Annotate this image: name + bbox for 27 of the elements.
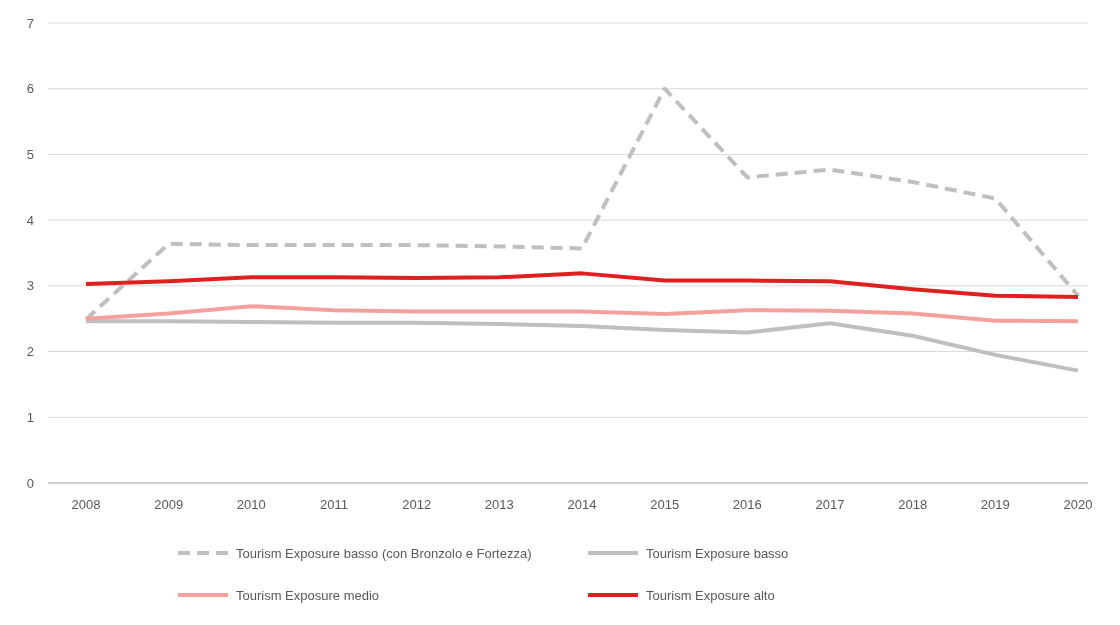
y-tick-label: 3 <box>26 278 34 294</box>
x-tick-label: 2015 <box>650 497 680 512</box>
x-tick-label: 2012 <box>402 497 432 512</box>
line-series <box>84 304 1080 324</box>
line-series <box>84 271 1080 300</box>
x-tick-label: 2009 <box>154 497 184 512</box>
y-tick-label: 7 <box>26 15 34 31</box>
y-tick-label: 5 <box>26 146 34 162</box>
x-tick-label: 2011 <box>320 497 348 512</box>
x-tick-label: 2008 <box>71 497 101 512</box>
x-tick-label: 2010 <box>236 497 266 512</box>
x-tick-label: 2019 <box>980 497 1010 512</box>
x-tick-label: 2014 <box>567 497 597 512</box>
x-tick-label: 2013 <box>484 497 514 512</box>
legend-label: Tourism Exposure medio <box>236 587 380 603</box>
legend-label: Tourism Exposure basso (con Bronzolo e Fortezza) <box>236 545 532 561</box>
x-tick-label: 2018 <box>898 497 928 512</box>
x-tick-label: 2016 <box>732 497 762 512</box>
y-tick-label: 4 <box>26 212 34 228</box>
x-tick-label: 2017 <box>815 497 845 512</box>
y-tick-label: 1 <box>26 409 34 425</box>
legend-label: Tourism Exposure alto <box>646 587 775 603</box>
y-tick-label: 2 <box>26 344 34 360</box>
legend-label: Tourism Exposure basso <box>646 545 789 561</box>
y-tick-label: 6 <box>26 81 34 97</box>
y-tick-label: 0 <box>26 475 34 491</box>
x-tick-label: 2020 <box>1063 497 1093 512</box>
